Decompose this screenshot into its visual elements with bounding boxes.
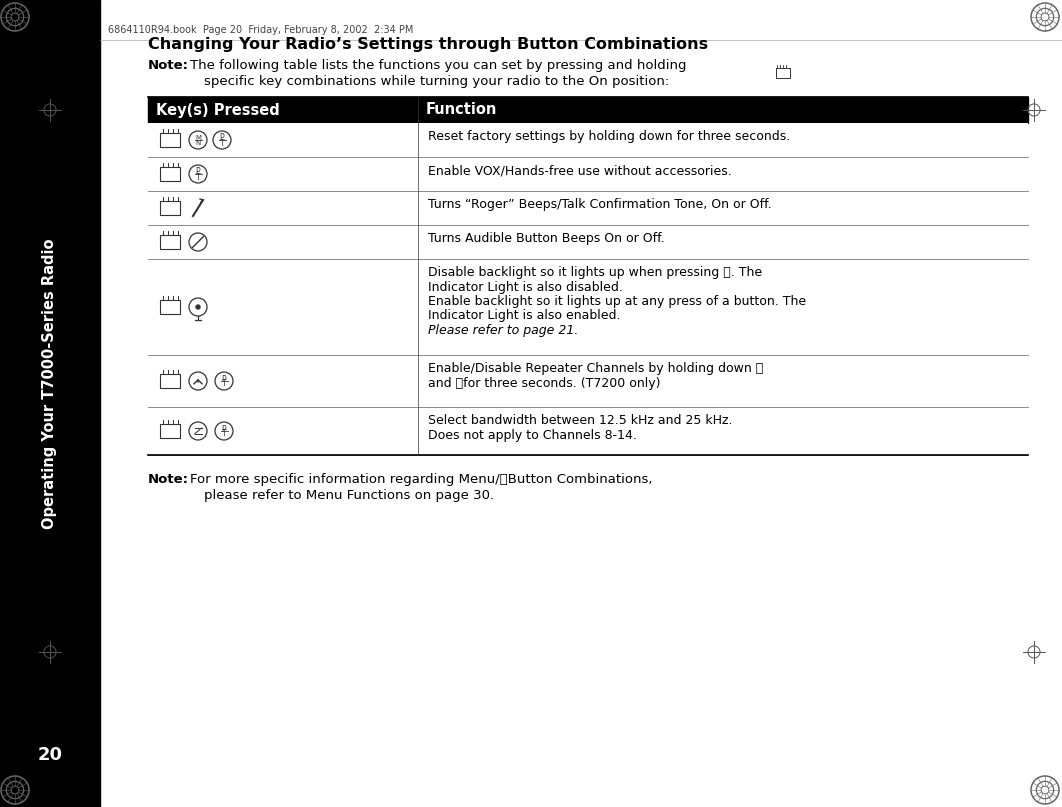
Text: Indicator Light is also enabled.: Indicator Light is also enabled. [428,310,620,323]
Text: please refer to Menu Functions on page 30.: please refer to Menu Functions on page 3… [204,489,494,502]
Text: P: P [222,374,226,383]
Text: Reset factory settings by holding down for three seconds.: Reset factory settings by holding down f… [428,130,790,143]
Text: Key(s) Pressed: Key(s) Pressed [156,102,279,118]
Text: 20: 20 [37,746,63,764]
Text: T: T [220,139,224,148]
Text: Turns Audible Button Beeps On or Off.: Turns Audible Button Beeps On or Off. [428,232,665,245]
Bar [148,407,1028,455]
Text: Function: Function [426,102,497,118]
Bar [148,259,1028,355]
Text: Select bandwidth between 12.5 kHz and 25 kHz.: Select bandwidth between 12.5 kHz and 25… [428,414,733,427]
Text: Turns “Roger” Beeps/Talk Confirmation Tone, On or Off.: Turns “Roger” Beeps/Talk Confirmation To… [428,198,772,211]
Text: T: T [195,173,201,182]
Text: T: T [222,379,226,388]
Text: Enable/Disable Repeater Channels by holding down ⓑ: Enable/Disable Repeater Channels by hold… [428,362,764,375]
Bar [148,97,1028,123]
Text: Indicator Light is also disabled.: Indicator Light is also disabled. [428,281,623,294]
Text: Please refer to page 21.: Please refer to page 21. [428,324,579,337]
Text: Changing Your Radio’s Settings through Button Combinations: Changing Your Radio’s Settings through B… [148,37,708,52]
Bar [160,167,179,181]
Text: Does not apply to Channels 8-14.: Does not apply to Channels 8-14. [428,429,637,441]
Bar [148,225,1028,259]
Text: P: P [222,424,226,433]
Bar [160,424,179,438]
Bar [160,201,179,215]
Text: P: P [220,133,224,143]
Text: Disable backlight so it lights up when pressing ⓖ. The: Disable backlight so it lights up when p… [428,266,763,279]
Text: Note:: Note: [148,59,189,72]
Text: Enable VOX/Hands-free use without accessories.: Enable VOX/Hands-free use without access… [428,164,732,177]
Bar [160,374,179,388]
Circle shape [196,305,200,309]
Bar [148,157,1028,191]
Text: P: P [195,168,201,177]
Bar [160,235,179,249]
Bar [148,355,1028,407]
Text: For more specific information regarding Menu/ⓘButton Combinations,: For more specific information regarding … [190,473,652,486]
Text: and ⓗfor three seconds. (T7200 only): and ⓗfor three seconds. (T7200 only) [428,377,661,390]
Bar [148,123,1028,157]
Text: N: N [195,140,201,146]
Bar [0,0,100,807]
Bar [160,133,179,147]
Text: T: T [222,429,226,438]
Text: specific key combinations while turning your radio to the On position:: specific key combinations while turning … [204,75,669,88]
Text: 6864110R94.book  Page 20  Friday, February 8, 2002  2:34 PM: 6864110R94.book Page 20 Friday, February… [108,25,413,35]
Text: Operating Your T7000-Series Radio: Operating Your T7000-Series Radio [42,238,57,529]
Text: The following table lists the functions you can set by pressing and holding: The following table lists the functions … [190,59,686,72]
Text: Enable backlight so it lights up at any press of a button. The: Enable backlight so it lights up at any … [428,295,806,308]
Text: Note:: Note: [148,473,189,486]
Bar [160,300,179,314]
Bar [776,68,790,78]
Bar [148,191,1028,225]
Text: M: M [195,135,201,141]
